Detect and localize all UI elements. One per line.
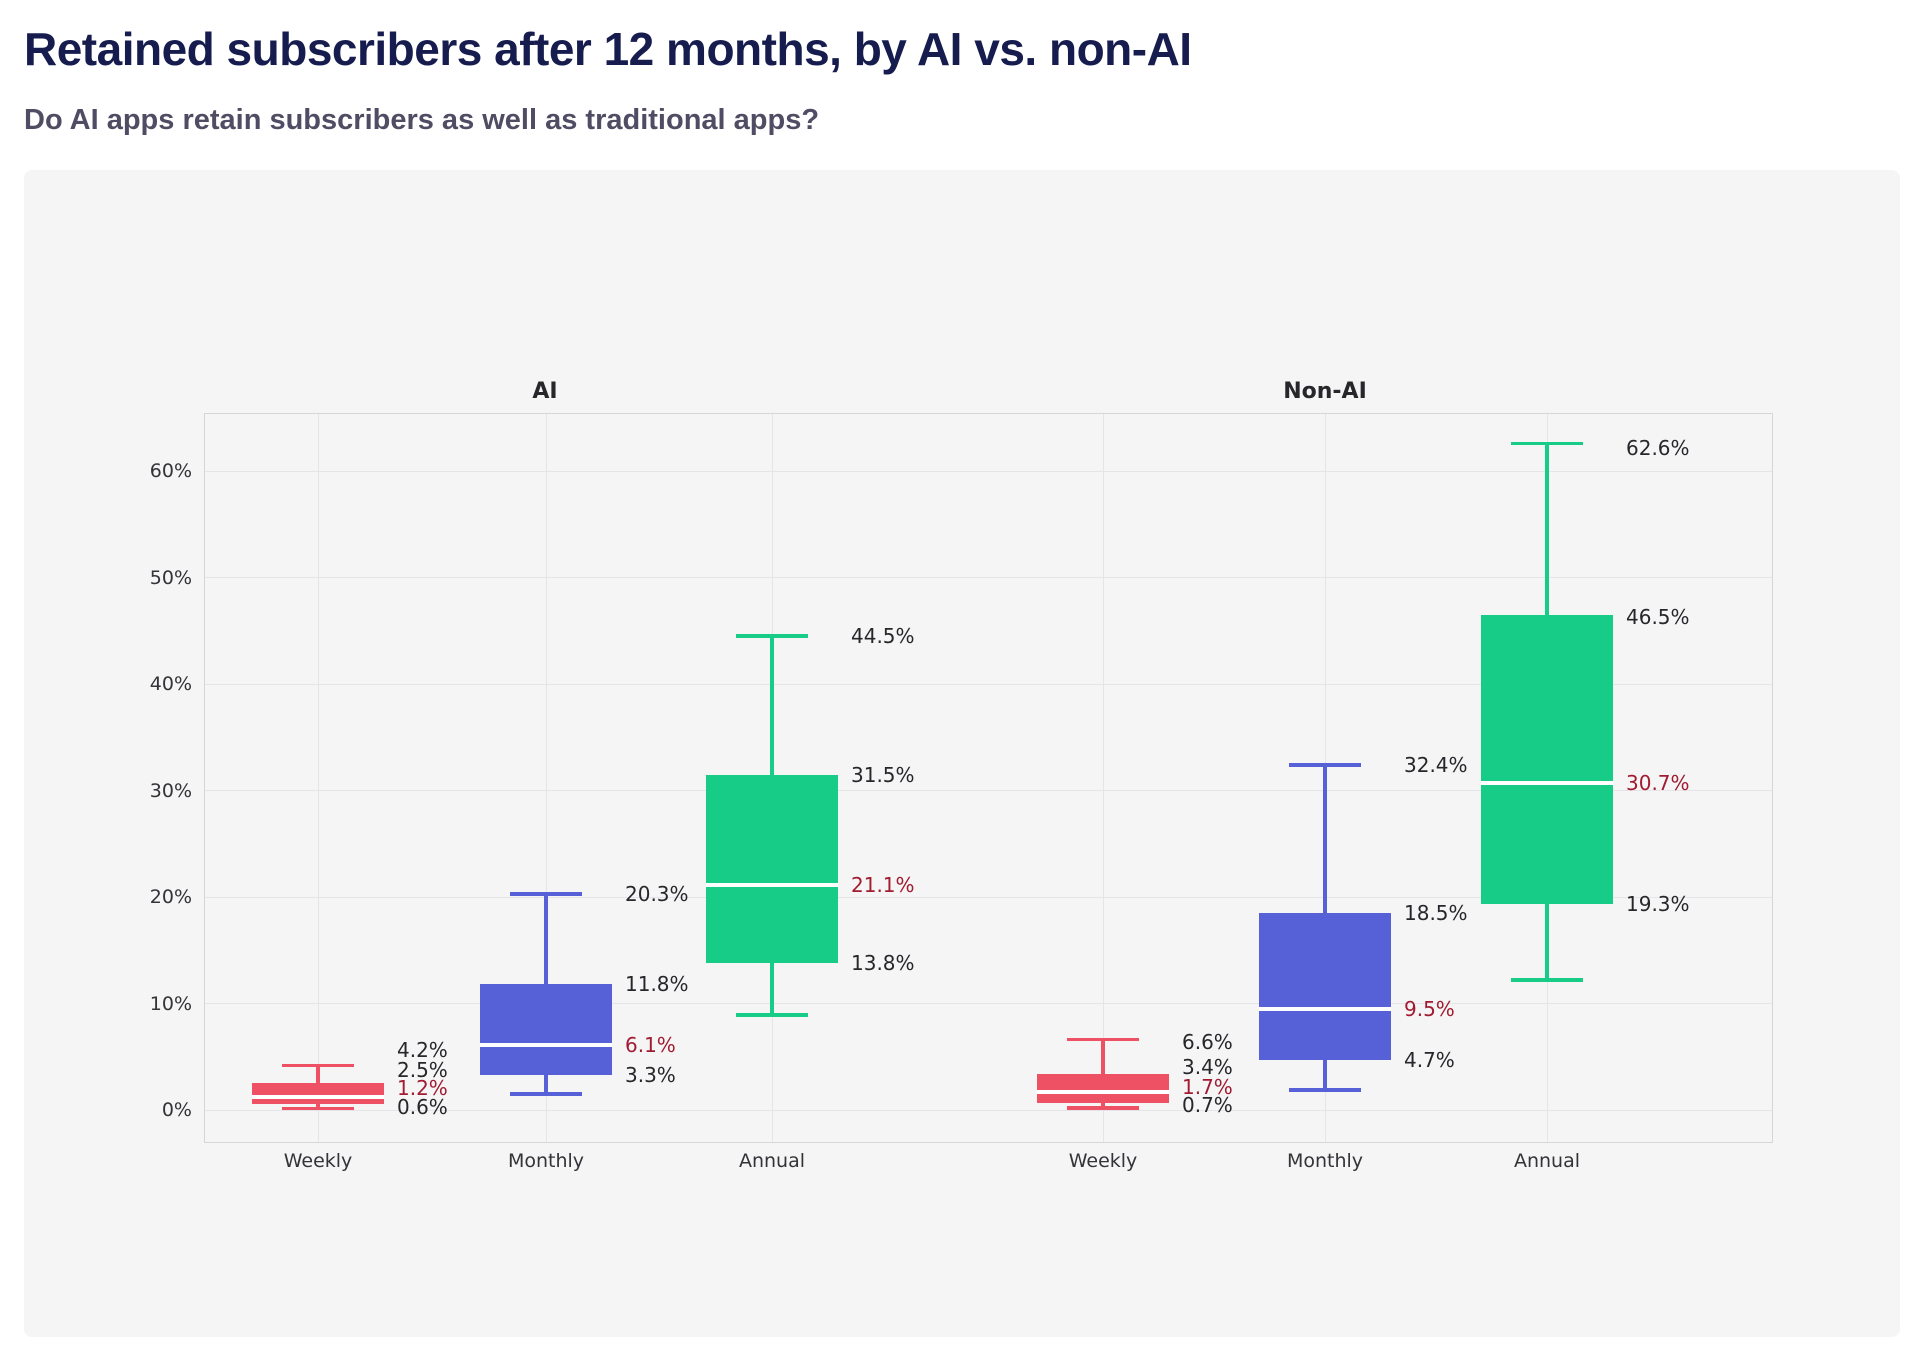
- whisker-stem-high: [1545, 443, 1549, 615]
- whisker-cap-low: [1511, 978, 1583, 982]
- median-line: [1259, 1006, 1391, 1011]
- x-axis-tick-label: Weekly: [1068, 1150, 1138, 1172]
- whisker-cap-low: [736, 1013, 808, 1017]
- value-label: 2.5%: [397, 1057, 448, 1082]
- x-axis-tick-label: Weekly: [283, 1150, 353, 1172]
- page-subtitle: Do AI apps retain subscribers as well as…: [24, 104, 820, 136]
- value-label: 19.3%: [1626, 892, 1690, 917]
- box-weekly: [252, 1083, 384, 1104]
- value-label: 11.8%: [625, 972, 689, 997]
- y-axis-tick-label: 40%: [149, 673, 192, 695]
- y-gridline: [205, 470, 1772, 472]
- value-label: 13.8%: [851, 951, 915, 976]
- whisker-stem-low: [316, 1103, 320, 1109]
- median-value-label: 9.5%: [1404, 996, 1455, 1021]
- whisker-stem-low: [1101, 1102, 1105, 1108]
- y-gridline: [205, 577, 1772, 578]
- median-line: [480, 1043, 612, 1048]
- whisker-cap-high: [736, 634, 808, 638]
- box-monthly: [480, 984, 612, 1075]
- x-axis-tick-label: Annual: [1513, 1150, 1581, 1172]
- x-gridline: [545, 414, 547, 1142]
- whisker-cap-low: [510, 1092, 582, 1096]
- x-axis-tick-label: Annual: [738, 1150, 806, 1172]
- whisker-stem-high: [1101, 1039, 1105, 1074]
- value-label: 31.5%: [851, 762, 915, 787]
- median-line: [252, 1095, 384, 1100]
- x-axis-tick-label: Monthly: [507, 1150, 585, 1172]
- median-line: [1481, 781, 1613, 786]
- x-gridline: [1102, 414, 1104, 1142]
- value-label: 6.6%: [1182, 1030, 1233, 1055]
- whisker-stem-low: [1323, 1059, 1327, 1090]
- median-value-label: 30.7%: [1626, 771, 1690, 796]
- y-axis-tick-label: 20%: [149, 886, 192, 908]
- facet-title: Non-AI: [1283, 379, 1367, 404]
- median-value-label: 1.7%: [1182, 1074, 1233, 1099]
- box-annual: [706, 774, 838, 964]
- box-weekly: [1037, 1073, 1169, 1103]
- y-gridline: [205, 683, 1772, 685]
- whisker-stem-high: [770, 636, 774, 775]
- whisker-stem-high: [316, 1065, 320, 1084]
- box-annual: [1481, 614, 1613, 905]
- whisker-cap-high: [282, 1063, 354, 1068]
- median-line: [1037, 1089, 1169, 1094]
- value-label: 18.5%: [1404, 900, 1468, 925]
- y-gridline: [205, 790, 1772, 791]
- box-monthly: [1259, 912, 1391, 1060]
- y-axis-tick-label: 10%: [149, 992, 192, 1015]
- whisker-stem-low: [544, 1074, 548, 1094]
- x-axis-tick-label: Monthly: [1286, 1150, 1364, 1172]
- value-label: 0.6%: [397, 1094, 448, 1119]
- value-label: 3.4%: [1182, 1055, 1233, 1080]
- y-axis-tick-label: 0%: [161, 1099, 192, 1121]
- whisker-cap-low: [1289, 1088, 1361, 1092]
- whisker-cap-high: [1289, 763, 1361, 767]
- value-label: 44.5%: [851, 624, 915, 649]
- y-gridline: [205, 896, 1772, 898]
- value-label: 46.5%: [1626, 604, 1690, 629]
- whisker-cap-low: [282, 1106, 354, 1111]
- whisker-cap-high: [510, 892, 582, 896]
- median-value-label: 21.1%: [851, 873, 915, 898]
- y-gridline: [205, 1109, 1772, 1111]
- x-gridline: [317, 414, 319, 1142]
- whisker-cap-high: [1067, 1037, 1139, 1042]
- facet-title: AI: [532, 379, 558, 404]
- median-value-label: 1.2%: [397, 1076, 448, 1101]
- value-label: 32.4%: [1404, 752, 1468, 777]
- y-axis-tick-label: 50%: [149, 566, 192, 589]
- whisker-cap-low: [1067, 1106, 1139, 1110]
- value-label: 3.3%: [625, 1062, 676, 1087]
- whisker-stem-high: [544, 893, 548, 985]
- median-line: [706, 883, 838, 888]
- value-label: 62.6%: [1626, 435, 1690, 460]
- whisker-stem-low: [770, 963, 774, 1016]
- y-gridline: [205, 1003, 1772, 1004]
- value-label: 20.3%: [625, 881, 689, 906]
- whisker-stem-low: [1545, 904, 1549, 981]
- value-label: 4.7%: [1404, 1047, 1455, 1072]
- value-label: 4.2%: [397, 1038, 448, 1063]
- whisker-cap-high: [1511, 441, 1583, 446]
- page-title: Retained subscribers after 12 months, by…: [24, 23, 1192, 75]
- whisker-stem-high: [1323, 764, 1327, 913]
- plot-panel-border: [204, 413, 1773, 1143]
- y-axis-tick-label: 30%: [149, 779, 192, 802]
- y-axis-tick-label: 60%: [149, 460, 192, 482]
- value-label: 0.7%: [1182, 1093, 1233, 1118]
- median-value-label: 6.1%: [625, 1033, 676, 1058]
